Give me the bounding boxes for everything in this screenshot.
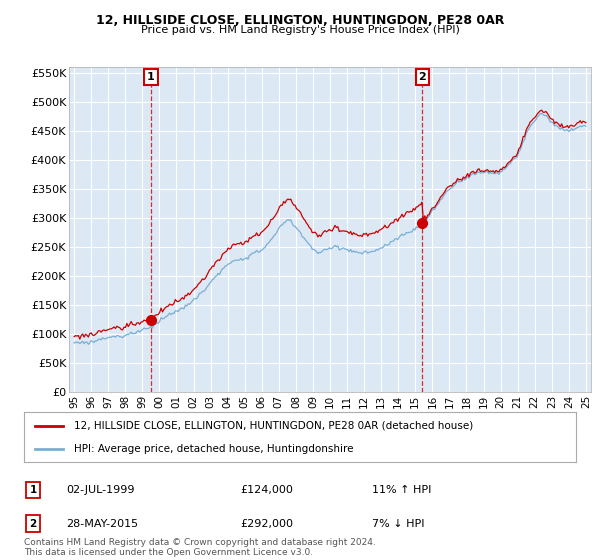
Text: 7% ↓ HPI: 7% ↓ HPI — [372, 519, 425, 529]
Text: 1: 1 — [147, 72, 155, 82]
Text: Price paid vs. HM Land Registry's House Price Index (HPI): Price paid vs. HM Land Registry's House … — [140, 25, 460, 35]
Text: 12, HILLSIDE CLOSE, ELLINGTON, HUNTINGDON, PE28 0AR (detached house): 12, HILLSIDE CLOSE, ELLINGTON, HUNTINGDO… — [74, 421, 473, 431]
Text: 28-MAY-2015: 28-MAY-2015 — [66, 519, 138, 529]
Text: 11% ↑ HPI: 11% ↑ HPI — [372, 485, 431, 495]
Text: HPI: Average price, detached house, Huntingdonshire: HPI: Average price, detached house, Hunt… — [74, 445, 353, 454]
Text: Contains HM Land Registry data © Crown copyright and database right 2024.
This d: Contains HM Land Registry data © Crown c… — [24, 538, 376, 557]
Text: 12, HILLSIDE CLOSE, ELLINGTON, HUNTINGDON, PE28 0AR: 12, HILLSIDE CLOSE, ELLINGTON, HUNTINGDO… — [96, 14, 504, 27]
Text: 2: 2 — [419, 72, 427, 82]
Text: £124,000: £124,000 — [240, 485, 293, 495]
Text: 02-JUL-1999: 02-JUL-1999 — [66, 485, 134, 495]
Text: 1: 1 — [29, 485, 37, 495]
Text: £292,000: £292,000 — [240, 519, 293, 529]
Text: 2: 2 — [29, 519, 37, 529]
